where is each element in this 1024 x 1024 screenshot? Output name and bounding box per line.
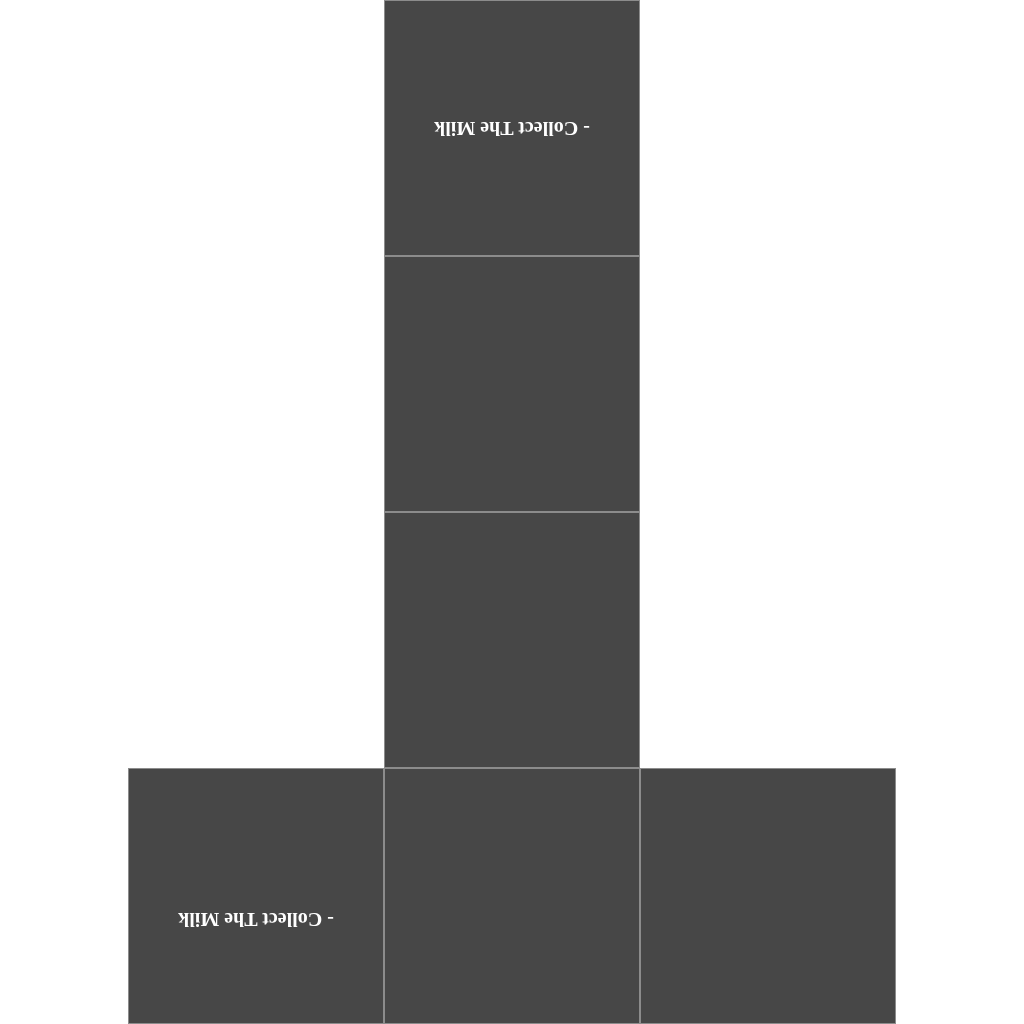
net-face-bottom-center	[384, 768, 640, 1024]
net-face-bottom-left: - Collect The Milk	[128, 768, 384, 1024]
net-face-middle-lower	[384, 512, 640, 768]
face-label: - Collect The Milk	[434, 117, 590, 139]
net-face-middle-upper	[384, 256, 640, 512]
face-label: - Collect The Milk	[178, 907, 334, 930]
net-face-bottom-right	[640, 768, 896, 1024]
net-face-top: - Collect The Milk	[384, 0, 640, 256]
